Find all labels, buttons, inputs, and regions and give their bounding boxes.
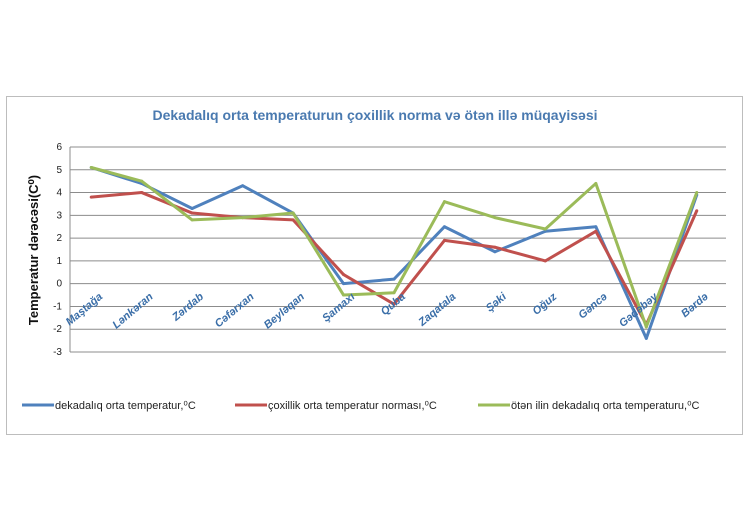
data-point xyxy=(442,238,446,242)
data-point xyxy=(291,218,295,222)
data-point xyxy=(190,207,194,210)
y-axis-label: Temperatur dərəcəsi(C⁰) xyxy=(26,175,41,325)
data-point xyxy=(644,325,648,329)
x-tick-label: Şəki xyxy=(484,290,510,314)
data-point xyxy=(594,225,598,229)
y-tick-label: 0 xyxy=(56,279,62,290)
data-point xyxy=(543,229,547,233)
y-tick-label: -3 xyxy=(53,347,62,358)
data-point xyxy=(594,229,598,233)
data-point xyxy=(140,179,144,183)
chart-title: Dekadalıq orta temperaturun çoxillik nor… xyxy=(152,107,597,123)
y-tick-label: 2 xyxy=(56,233,62,244)
data-point xyxy=(291,211,295,215)
data-point xyxy=(543,227,547,231)
legend-label: çoxillik orta temperatur norması,⁰C xyxy=(268,400,437,412)
data-point xyxy=(89,195,93,199)
data-point xyxy=(493,216,497,220)
y-tick-label: 4 xyxy=(56,188,62,199)
data-point xyxy=(241,216,245,220)
legend-label: dekadalıq orta temperatur,⁰C xyxy=(55,400,196,412)
y-tick-label: 5 xyxy=(56,165,62,176)
data-point xyxy=(695,209,699,213)
data-point xyxy=(392,302,396,306)
x-tick-label: Cəfərxan xyxy=(213,291,257,331)
data-point xyxy=(190,211,194,215)
x-tick-label: Lənkəran xyxy=(110,291,155,332)
data-point xyxy=(644,336,648,340)
data-point xyxy=(493,250,497,254)
x-tick-label: Zaqatala xyxy=(416,291,459,330)
data-point xyxy=(543,259,547,263)
x-tick-label: Beyləqan xyxy=(262,291,307,332)
data-point xyxy=(241,184,245,188)
x-tick-label: Bərdə xyxy=(679,291,711,320)
data-point xyxy=(442,225,446,229)
data-point xyxy=(493,245,497,249)
y-tick-label: 6 xyxy=(56,142,62,153)
y-tick-label: 1 xyxy=(56,256,62,267)
data-point xyxy=(392,277,396,281)
data-point xyxy=(594,181,598,185)
x-tick-label: Zərdab xyxy=(169,291,206,325)
data-point xyxy=(140,191,144,195)
y-tick-label: -2 xyxy=(53,324,62,335)
x-tick-label: Quba xyxy=(379,291,408,318)
y-tick-label: -1 xyxy=(53,301,62,312)
data-point xyxy=(392,291,396,295)
data-point xyxy=(89,166,93,169)
chart-frame xyxy=(6,96,743,435)
data-point xyxy=(695,191,699,195)
data-point xyxy=(342,293,346,297)
y-tick-label: 3 xyxy=(56,210,62,221)
data-point xyxy=(342,282,346,286)
legend-label: ötən ilin dekadalıq orta temperaturu,⁰C xyxy=(511,400,700,412)
x-tick-label: Oğuz xyxy=(531,290,560,317)
x-tick-label: Şamaxı xyxy=(320,291,357,325)
data-point xyxy=(342,273,346,277)
data-point xyxy=(190,218,194,222)
data-point xyxy=(442,200,446,204)
